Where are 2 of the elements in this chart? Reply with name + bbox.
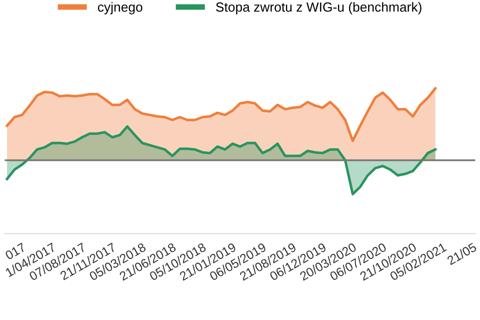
legend-label: cyjnego — [98, 2, 142, 14]
legend-label: Stopa zwrotu z WIG-u (benchmark) — [216, 2, 422, 14]
